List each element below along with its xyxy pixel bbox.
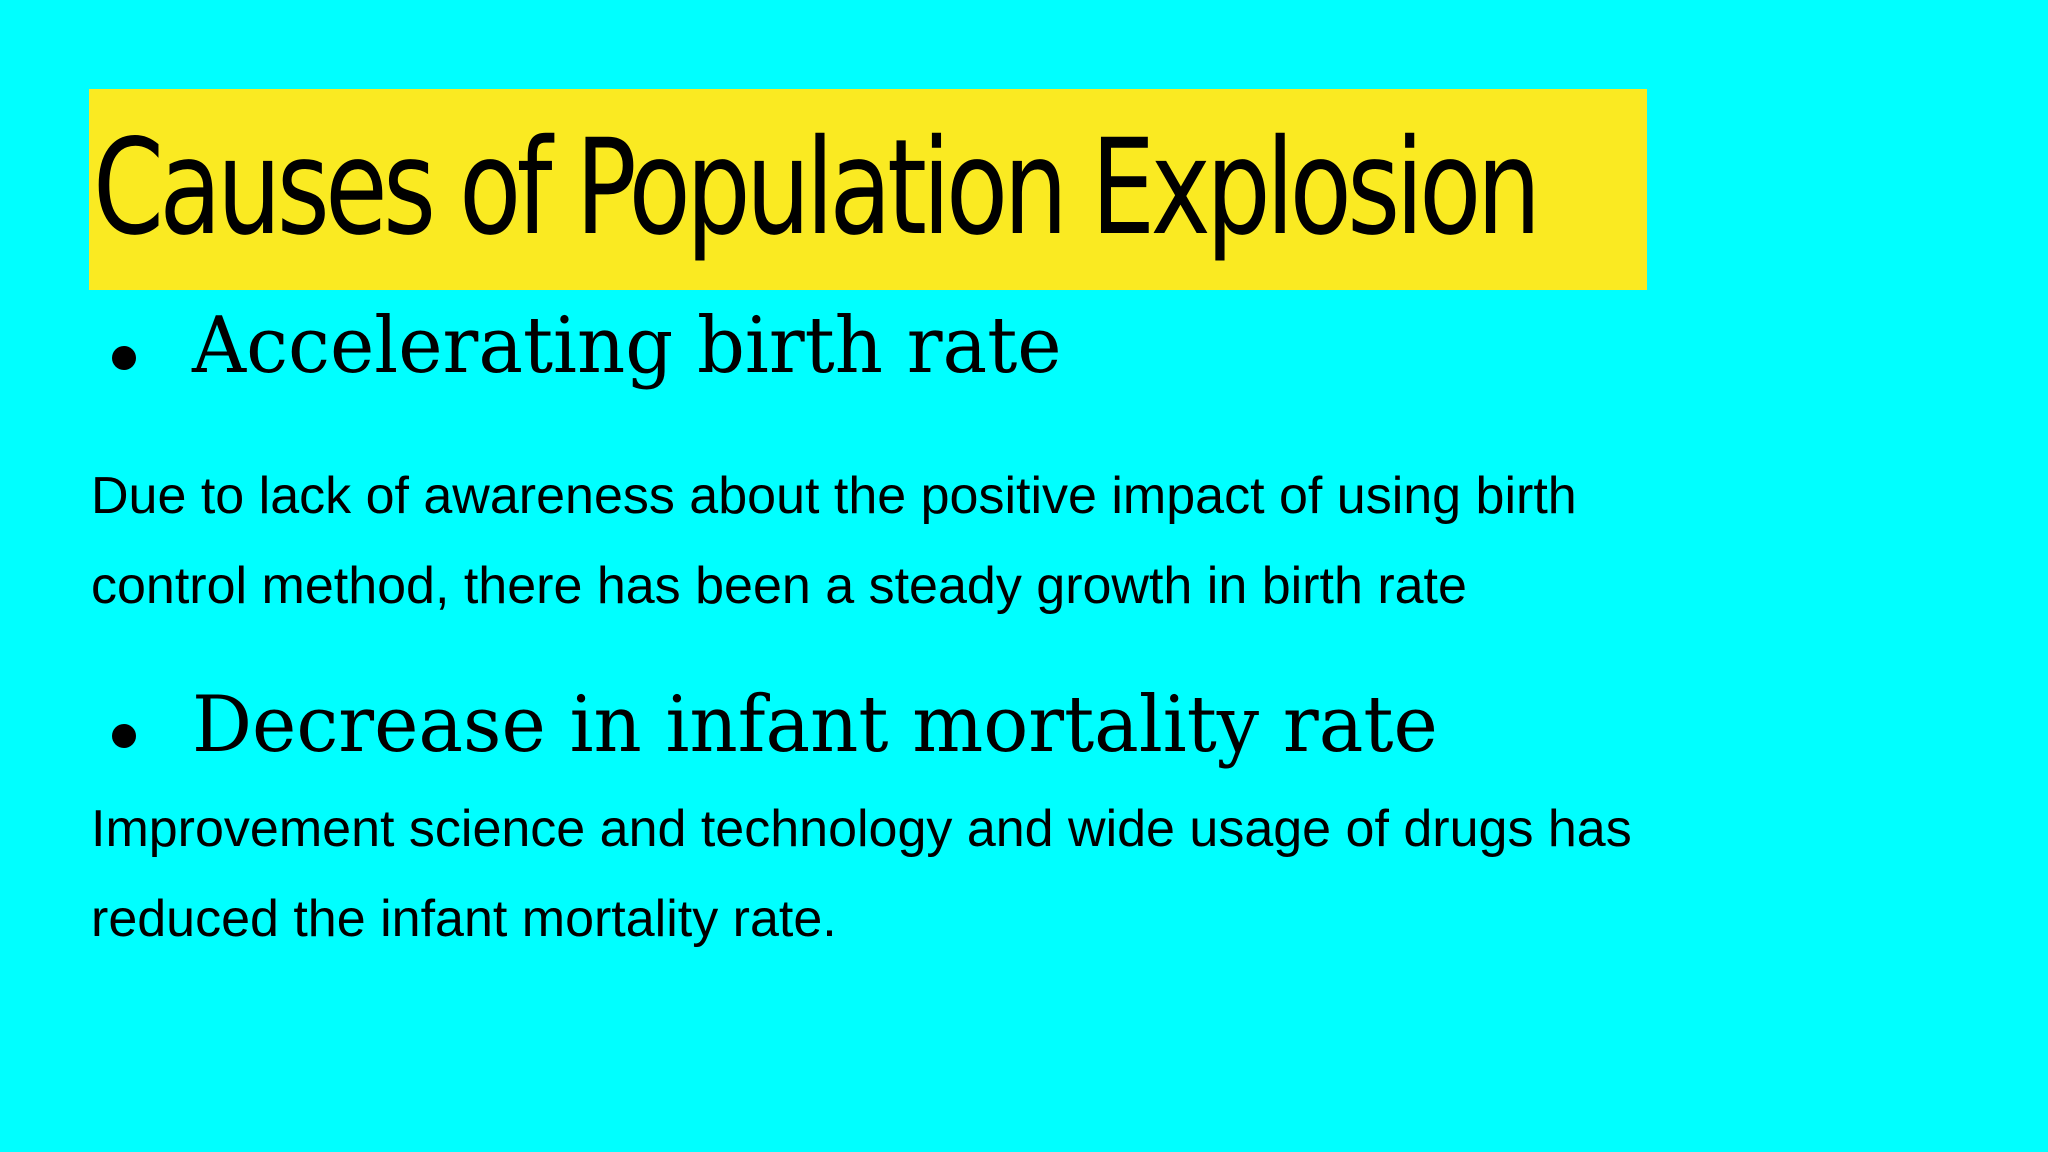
title-highlight	[89, 89, 1647, 290]
body-line: control method, there has been a steady …	[91, 557, 1467, 615]
bullet-dot-icon	[112, 346, 136, 370]
slide-title: Causes of Population Explosion	[93, 111, 1541, 265]
body-line: reduced the infant mortality rate.	[91, 890, 837, 948]
body-line: Due to lack of awareness about the posit…	[91, 467, 1577, 525]
bullet-heading: Accelerating birth rate	[192, 301, 1062, 391]
body-line: Improvement science and technology and w…	[91, 800, 1632, 858]
bullet-heading: Decrease in infant mortality rate	[192, 680, 1438, 770]
bullet-dot-icon	[112, 724, 136, 748]
